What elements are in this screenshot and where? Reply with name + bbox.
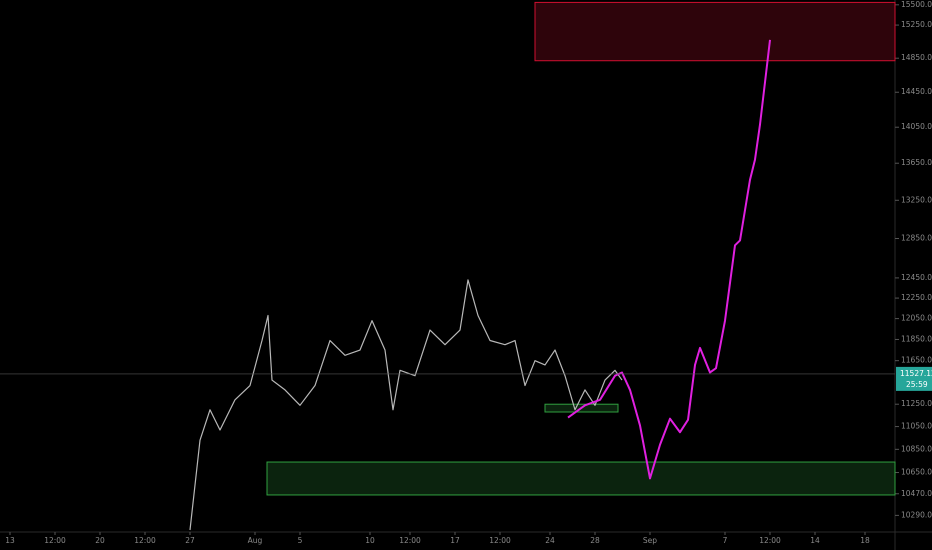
y-tick-label: 10290.00: [901, 510, 932, 519]
x-tick-label: 12:00: [44, 536, 66, 545]
y-tick-label: 11050.00: [901, 422, 932, 431]
y-tick-label: 10470.00: [901, 489, 932, 498]
y-tick-label: 12850.00: [901, 233, 932, 242]
zone: [266, 461, 896, 496]
x-tick-label: 28: [590, 536, 600, 545]
y-tick-label: 13250.00: [901, 195, 932, 204]
last-price-box: [896, 366, 932, 391]
x-tick-label: 10: [365, 536, 375, 545]
x-tick-label: 14: [810, 536, 820, 545]
y-tick-label: 15500.00: [901, 0, 932, 9]
y-tick-label: 12450.00: [901, 273, 932, 282]
x-tick-label: 24: [545, 536, 555, 545]
y-tick-label: 12050.00: [901, 314, 932, 323]
y-tick-label: 13650.00: [901, 158, 932, 167]
x-tick-label: 27: [185, 536, 195, 545]
y-tick-label: 11850.00: [901, 334, 932, 343]
y-tick-label: 10650.00: [901, 468, 932, 477]
y-tick-label: 14050.00: [901, 122, 932, 131]
y-tick-label: 11250.00: [901, 399, 932, 408]
x-tick-label: 12:00: [134, 536, 156, 545]
x-tick-label: 5: [298, 536, 303, 545]
x-tick-label: 13: [5, 536, 15, 545]
x-tick-label: 20: [95, 536, 105, 545]
x-tick-label: 7: [723, 536, 728, 545]
x-tick-label: 12:00: [399, 536, 421, 545]
y-tick-label: 15250.00: [901, 20, 932, 29]
x-tick-label: 17: [450, 536, 460, 545]
zone: [534, 1, 896, 62]
price-line: [189, 279, 623, 531]
price-line: [567, 39, 771, 480]
x-tick-label: 12:00: [759, 536, 781, 545]
x-tick-label: Aug: [248, 536, 263, 545]
x-tick-label: Sep: [643, 536, 657, 545]
last-price-label: 11527.12: [900, 369, 932, 378]
y-tick-label: 12250.00: [901, 293, 932, 302]
x-tick-label: 12:00: [489, 536, 511, 545]
y-tick-label: 14850.00: [901, 53, 932, 62]
y-tick-label: 14450.00: [901, 87, 932, 96]
x-tick-label: 18: [860, 536, 870, 545]
y-tick-label: 10850.00: [901, 444, 932, 453]
countdown: 25:59: [906, 380, 928, 389]
y-tick-label: 11650.00: [901, 356, 932, 365]
